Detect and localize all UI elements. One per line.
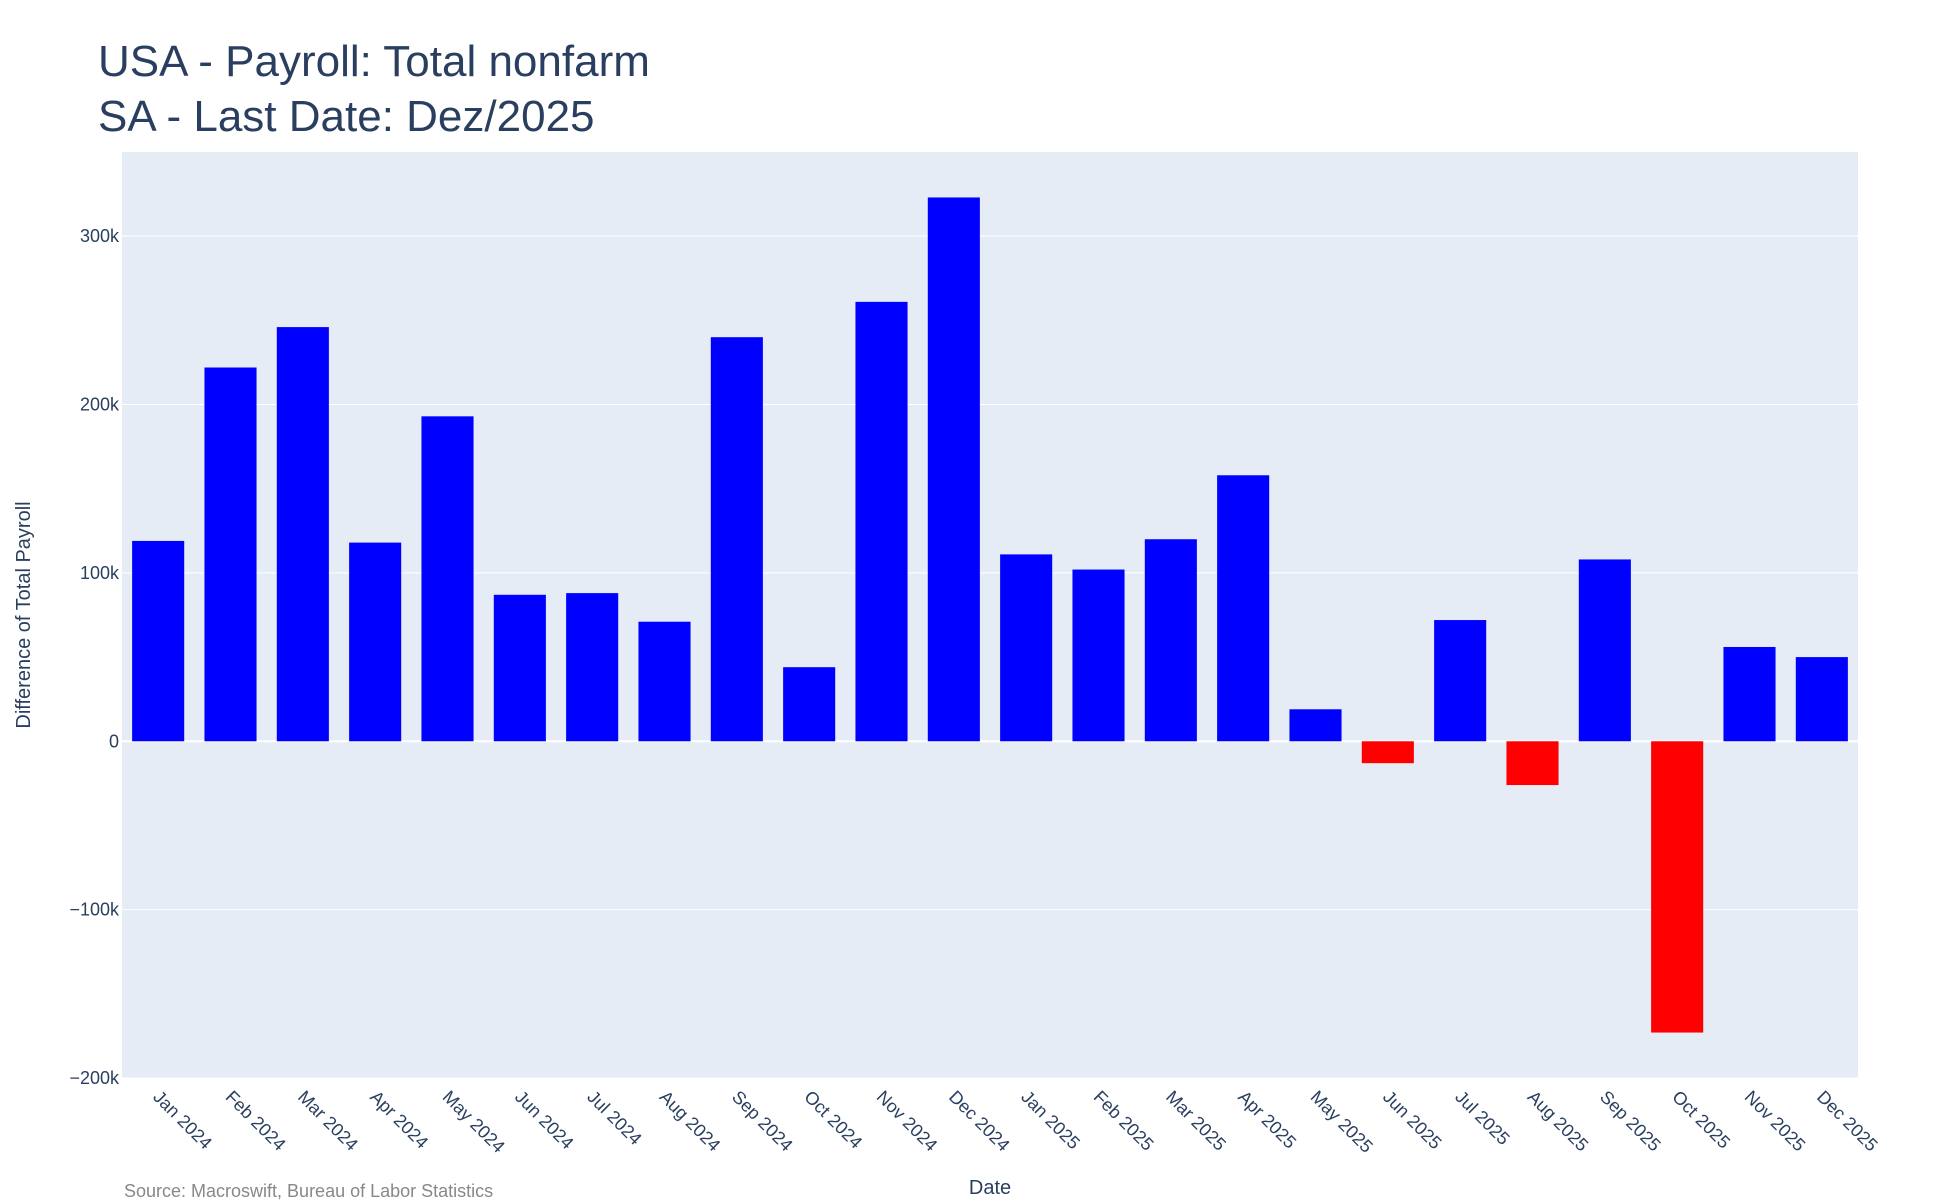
y-axis-ticks: −200k −100k 0 100k 200k 300k — [69, 226, 120, 1088]
x-tick-label: May 2025 — [1307, 1087, 1377, 1157]
y-tick-label: 200k — [80, 395, 120, 415]
bar-apr-2024 — [349, 542, 402, 742]
x-tick-label: Apr 2024 — [366, 1087, 432, 1153]
bar-feb-2024 — [204, 367, 257, 742]
x-tick-label: Dec 2024 — [945, 1087, 1014, 1156]
x-tick-label: Feb 2024 — [222, 1087, 290, 1155]
y-tick-label: −100k — [69, 900, 120, 920]
plot-area — [122, 152, 1858, 1078]
bar-mar-2024 — [276, 327, 329, 742]
bar-may-2024 — [421, 416, 474, 742]
bar-jun-2024 — [493, 594, 546, 742]
bar-may-2025 — [1289, 709, 1342, 742]
bar-aug-2025 — [1506, 741, 1559, 786]
bar-dec-2025 — [1795, 657, 1848, 742]
bar-jan-2024 — [132, 540, 185, 742]
x-tick-label: Sep 2024 — [728, 1087, 797, 1156]
chart-title: USA - Payroll: Total nonfarm SA - Last D… — [98, 34, 650, 144]
bar-feb-2025 — [1072, 569, 1125, 742]
y-tick-label: 100k — [80, 563, 120, 583]
x-tick-label: Jan 2024 — [149, 1087, 216, 1154]
bar-jun-2025 — [1361, 741, 1414, 764]
bar-mar-2025 — [1144, 539, 1197, 742]
x-tick-label: Sep 2025 — [1596, 1087, 1665, 1156]
source-note: Source: Macroswift, Bureau of Labor Stat… — [124, 1181, 494, 1201]
chart-title-line-1: USA - Payroll: Total nonfarm — [98, 37, 650, 86]
bar-jan-2025 — [1000, 554, 1053, 742]
y-tick-label: −200k — [69, 1068, 120, 1088]
x-tick-label: Apr 2025 — [1234, 1087, 1300, 1153]
bar-sep-2024 — [710, 337, 763, 742]
y-tick-label: 0 — [109, 731, 119, 751]
bars — [132, 197, 1848, 1033]
x-tick-label: Nov 2024 — [873, 1087, 942, 1156]
x-axis-title: Date — [969, 1177, 1011, 1199]
bar-jul-2025 — [1434, 620, 1487, 742]
x-axis-ticks: Jan 2024 Feb 2024 Mar 2024 Apr 2024 May 2024… — [149, 1087, 1881, 1157]
chart-title-line-2: SA - Last Date: Dez/2025 — [98, 92, 595, 141]
bar-apr-2025 — [1217, 475, 1270, 742]
x-tick-label: Jun 2024 — [511, 1087, 578, 1154]
grid-lines — [122, 235, 1858, 1079]
bar-oct-2024 — [783, 667, 836, 742]
x-tick-label: Dec 2025 — [1813, 1087, 1882, 1156]
bar-oct-2025 — [1651, 741, 1704, 1033]
y-tick-label: 300k — [80, 226, 120, 246]
x-tick-label: Oct 2025 — [1668, 1087, 1734, 1153]
x-tick-label: Mar 2025 — [1162, 1087, 1230, 1155]
x-tick-label: Feb 2025 — [1090, 1087, 1158, 1155]
bar-aug-2024 — [638, 621, 691, 742]
x-tick-label: Jun 2025 — [1379, 1087, 1446, 1154]
x-tick-label: Oct 2024 — [800, 1087, 866, 1153]
x-tick-label: Nov 2025 — [1741, 1087, 1810, 1156]
bar-jul-2024 — [566, 593, 619, 742]
x-tick-label: May 2024 — [439, 1087, 509, 1157]
x-tick-label: Aug 2024 — [656, 1087, 725, 1156]
bar-sep-2025 — [1578, 559, 1631, 742]
x-tick-label: Aug 2025 — [1524, 1087, 1593, 1156]
x-tick-label: Jul 2024 — [583, 1087, 645, 1149]
y-axis-title: Difference of Total Payroll — [13, 501, 35, 728]
x-tick-label: Jan 2025 — [1017, 1087, 1084, 1154]
x-tick-label: Mar 2024 — [294, 1087, 362, 1155]
bar-dec-2024 — [927, 197, 980, 742]
x-tick-label: Jul 2025 — [1451, 1087, 1513, 1149]
bar-nov-2024 — [855, 301, 908, 742]
bar-nov-2025 — [1723, 646, 1776, 742]
